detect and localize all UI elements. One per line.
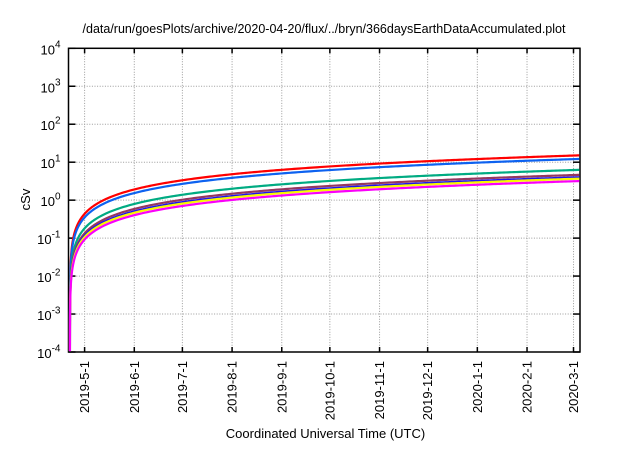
svg-text:2020-3-1: 2020-3-1 [566, 361, 581, 413]
svg-text:cSv: cSv [18, 188, 33, 210]
svg-text:2019-7-1: 2019-7-1 [175, 361, 190, 413]
svg-text:2019-5-1: 2019-5-1 [77, 361, 92, 413]
svg-text:2019-8-1: 2019-8-1 [225, 361, 240, 413]
svg-text:/data/run/goesPlots/archive/20: /data/run/goesPlots/archive/2020-04-20/f… [83, 22, 566, 36]
svg-text:Coordinated Universal Time (UT: Coordinated Universal Time (UTC) [226, 426, 425, 441]
svg-text:2020-1-1: 2020-1-1 [470, 361, 485, 413]
svg-text:2019-9-1: 2019-9-1 [274, 361, 289, 413]
svg-text:2019-11-1: 2019-11-1 [372, 361, 387, 419]
svg-text:2019-6-1: 2019-6-1 [127, 361, 142, 413]
svg-text:2019-12-1: 2019-12-1 [420, 361, 435, 420]
svg-text:2020-2-1: 2020-2-1 [520, 361, 535, 413]
svg-text:2019-10-1: 2019-10-1 [322, 361, 337, 420]
